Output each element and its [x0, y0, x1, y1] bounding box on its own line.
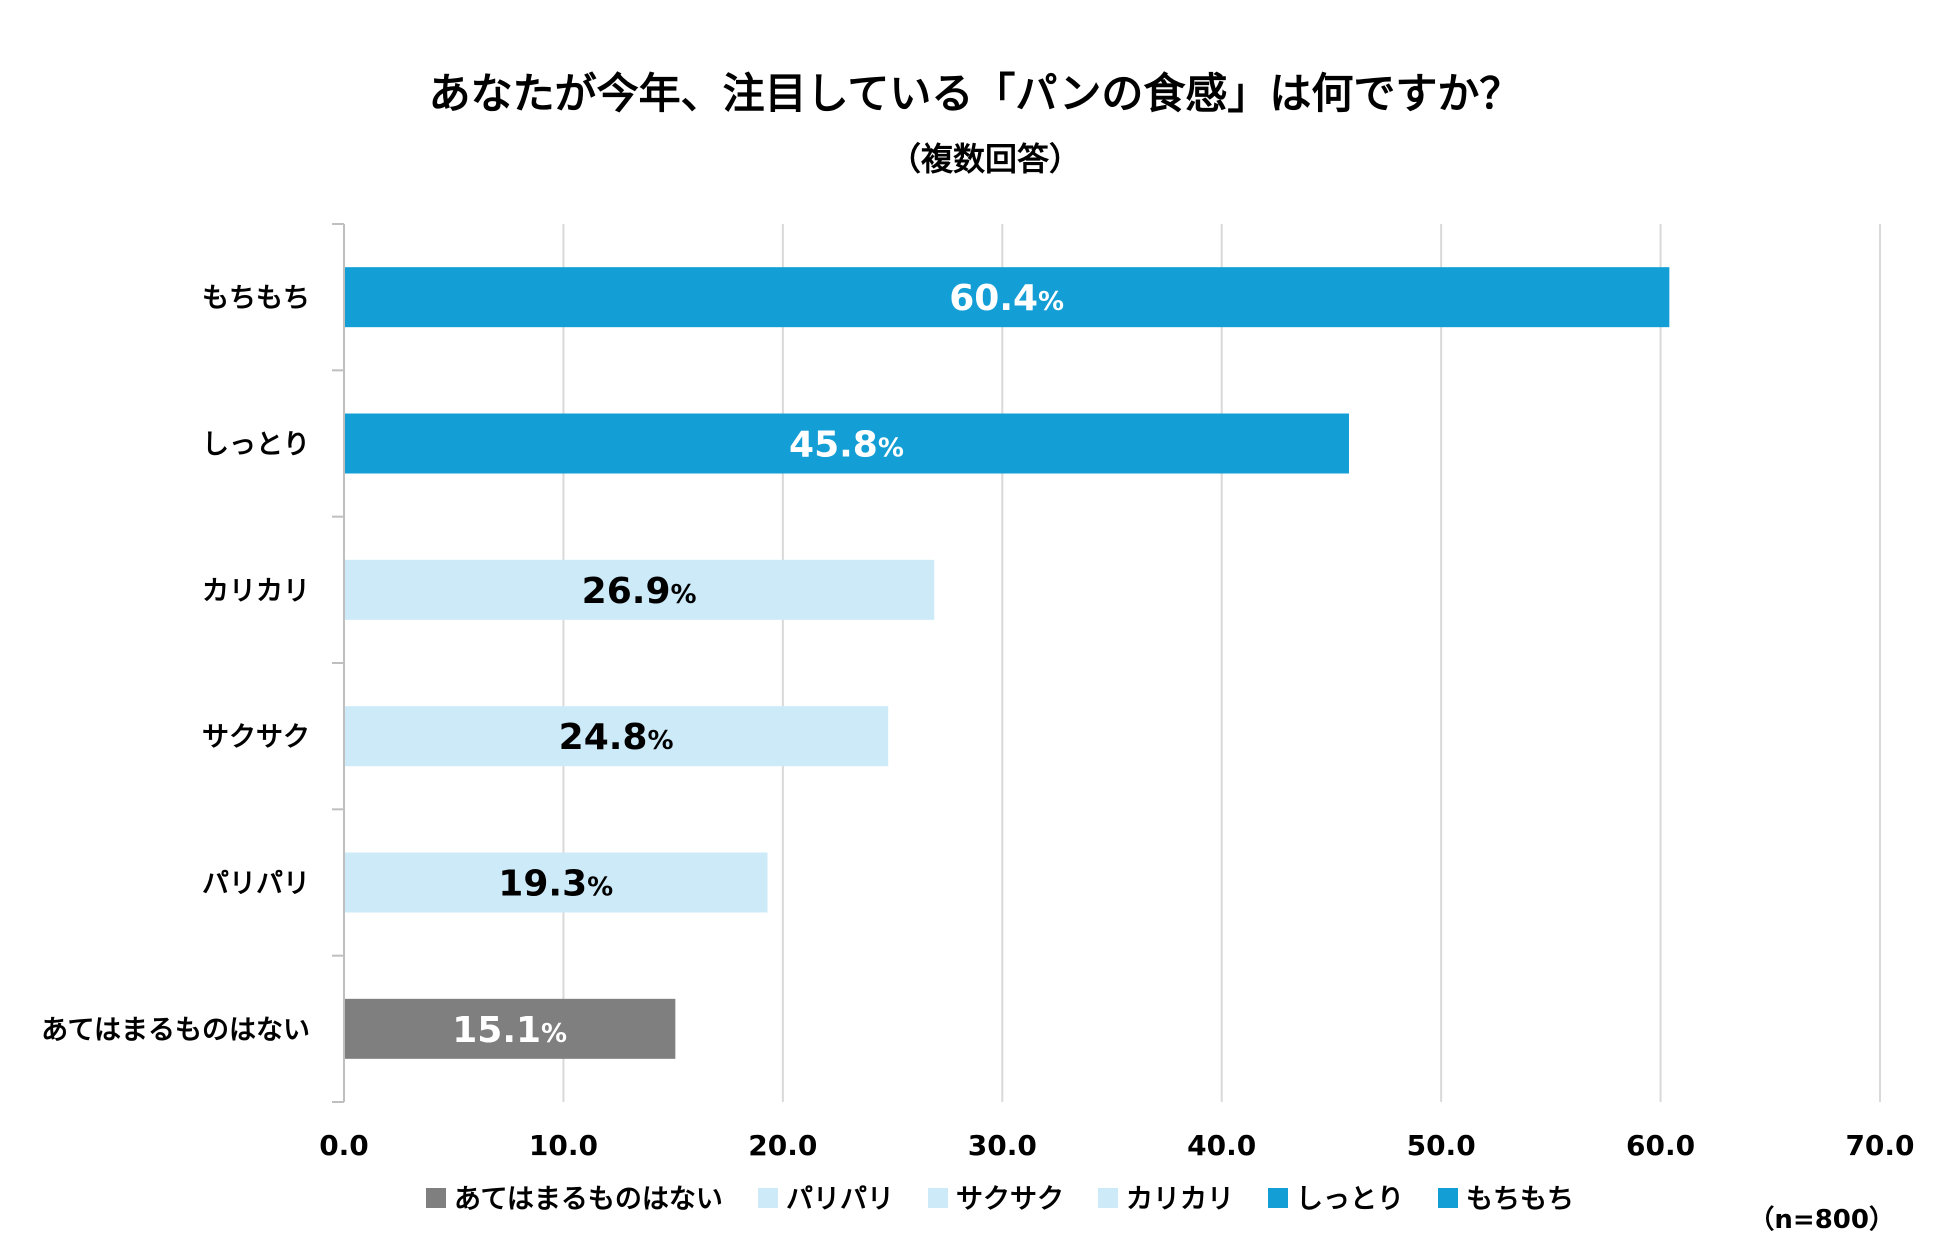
bar	[344, 413, 1349, 474]
bar	[344, 852, 768, 913]
bar	[344, 559, 935, 620]
bar-value-suffix: %	[878, 434, 904, 464]
bars: 60.4%45.8%26.9%24.8%19.3%15.1%	[344, 267, 1670, 1059]
x-tick-label: 70.0	[1845, 1129, 1914, 1162]
bar-value-suffix: %	[647, 726, 673, 756]
bar-value-suffix: %	[1038, 287, 1064, 317]
legend: あてはまるものはない パリパリ サクサク カリカリ しっとり もちもち	[426, 1184, 1574, 1215]
bar	[344, 706, 889, 767]
axes: 0.0 10.0 20.0 30.0 40.0 50.0 60.0 70.0 もちもちしっとりカ…	[41, 223, 1915, 1162]
sample-size-note: （n=800）	[1748, 1205, 1895, 1235]
legend-label: サクサク	[956, 1184, 1064, 1215]
legend-swatch	[928, 1188, 948, 1208]
legend-swatch	[1438, 1188, 1458, 1208]
x-tick-label: 50.0	[1407, 1129, 1476, 1162]
chart-subtitle: （複数回答）	[889, 140, 1081, 178]
category-label: しっとり	[202, 430, 310, 461]
category-label: カリカリ	[202, 576, 310, 607]
category-label: サクサク	[202, 722, 310, 753]
legend-swatch	[1268, 1188, 1288, 1208]
legend-swatch	[758, 1188, 778, 1208]
legend-label: あてはまるものはない	[454, 1184, 723, 1215]
legend-label: しっとり	[1296, 1184, 1404, 1215]
bar-value-suffix: %	[587, 873, 613, 903]
legend-swatch	[1098, 1188, 1118, 1208]
bar-value-suffix: %	[671, 580, 697, 610]
x-tick-label: 0.0	[319, 1129, 369, 1162]
category-label: もちもち	[202, 283, 310, 314]
legend-label: もちもち	[1466, 1184, 1574, 1215]
legend-swatch	[426, 1188, 446, 1208]
x-tick-label: 30.0	[968, 1129, 1037, 1162]
bar	[344, 998, 676, 1059]
bar-value-suffix: %	[541, 1019, 567, 1049]
chart-title: あなたが今年、注目している「パンの食感」は何ですか？	[429, 69, 1522, 118]
legend-label: カリカリ	[1126, 1184, 1234, 1215]
x-tick-label: 40.0	[1187, 1129, 1256, 1162]
x-tick-label: 10.0	[529, 1129, 598, 1162]
category-label: あてはまるものはない	[41, 1015, 310, 1046]
x-tick-label: 20.0	[748, 1129, 817, 1162]
gridlines	[562, 224, 1881, 1102]
legend-label: パリパリ	[786, 1184, 894, 1215]
bar	[344, 267, 1670, 328]
x-tick-label: 60.0	[1626, 1129, 1695, 1162]
category-label: パリパリ	[202, 869, 310, 900]
